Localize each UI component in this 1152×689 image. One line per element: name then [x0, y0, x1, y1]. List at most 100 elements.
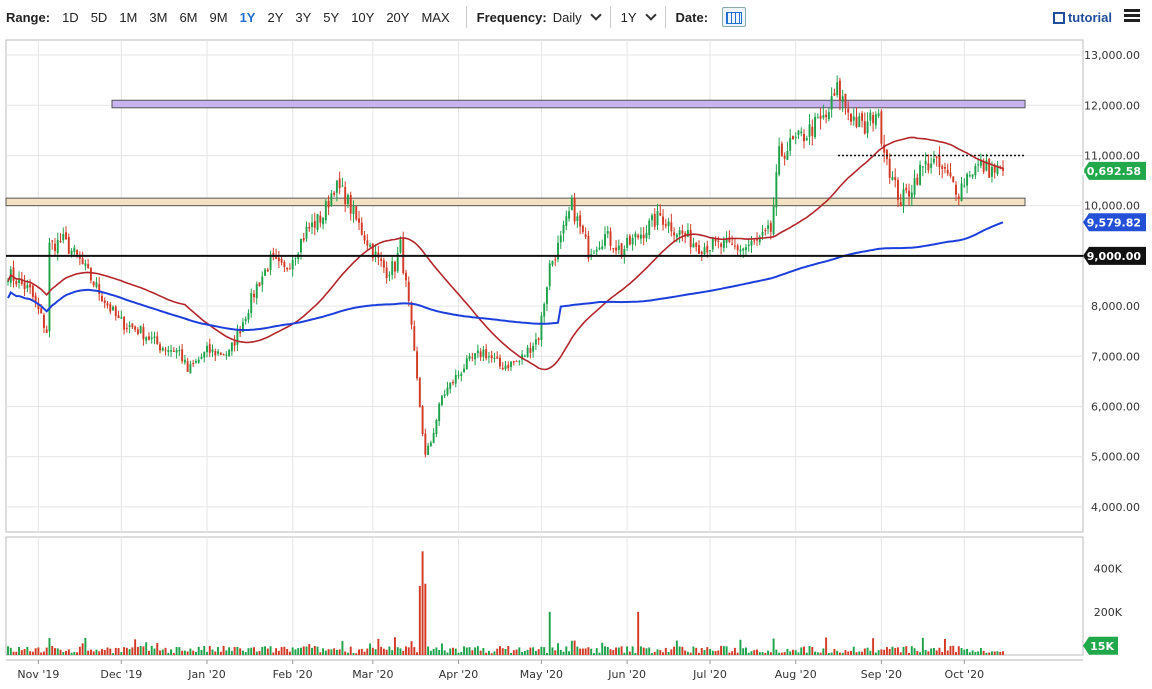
- candle-body: [159, 344, 161, 351]
- range-button-1d[interactable]: 1D: [62, 9, 79, 25]
- volume-bar: [598, 652, 601, 655]
- divider: [465, 6, 467, 28]
- candle-body: [388, 275, 391, 277]
- volume-bar: [714, 651, 717, 655]
- range-button-3y[interactable]: 3Y: [295, 9, 312, 25]
- volume-bar: [797, 652, 800, 655]
- candle-body: [894, 177, 897, 181]
- volume-bar: [728, 652, 731, 655]
- volume-bar: [407, 647, 410, 655]
- volume-bar: [457, 652, 460, 655]
- volume-bar: [255, 651, 258, 655]
- candle-body: [283, 261, 286, 267]
- volume-bar: [910, 646, 913, 655]
- volume-bar: [311, 647, 313, 655]
- range-button-20y[interactable]: 20Y: [386, 9, 410, 25]
- x-tick-label: Mar '20: [352, 668, 393, 681]
- volume-bar: [861, 651, 864, 655]
- volume-bar: [670, 649, 673, 655]
- volume-bar: [189, 648, 192, 655]
- candle-body: [908, 190, 910, 197]
- volume-bar: [131, 647, 134, 655]
- range-button-6m[interactable]: 6M: [179, 9, 198, 25]
- volume-bar: [264, 646, 267, 655]
- range-button-2y[interactable]: 2Y: [267, 9, 284, 25]
- range-button-9m[interactable]: 9M: [209, 9, 228, 25]
- volume-bar: [894, 648, 897, 655]
- candle-body: [744, 247, 747, 251]
- range-button-max[interactable]: MAX: [421, 9, 450, 25]
- volume-bar: [305, 646, 308, 655]
- volume-bar: [214, 651, 217, 655]
- volume-bar: [709, 649, 711, 655]
- range-button-3m[interactable]: 3M: [149, 9, 168, 25]
- volume-bar: [919, 652, 922, 655]
- volume-bar: [941, 651, 944, 655]
- volume-bar: [587, 647, 590, 655]
- frequency-select[interactable]: Daily: [553, 9, 602, 25]
- candle-body: [728, 237, 731, 242]
- candle-body: [709, 250, 711, 252]
- volume-bar: [789, 651, 792, 655]
- candle-body: [493, 358, 496, 360]
- candle-body: [87, 264, 90, 268]
- volume-bar: [617, 647, 620, 655]
- volume-bar: [26, 646, 29, 655]
- candle-body: [722, 240, 725, 248]
- volume-bar: [604, 646, 606, 655]
- candle-body: [101, 295, 103, 302]
- volume-bar: [899, 652, 902, 655]
- period-select[interactable]: 1Y: [621, 9, 657, 25]
- volume-bar: [250, 647, 253, 655]
- volume-bar: [225, 650, 228, 655]
- range-button-5d[interactable]: 5D: [90, 9, 108, 25]
- range-button-10y[interactable]: 10Y: [351, 9, 375, 25]
- candle-body: [963, 185, 966, 187]
- candle-body: [385, 267, 388, 279]
- candle-body: [40, 308, 43, 314]
- candle-body: [700, 251, 703, 254]
- candle-body: [736, 245, 739, 251]
- candle-body: [239, 330, 242, 334]
- volume-bar: [805, 652, 808, 655]
- candle-body: [308, 226, 311, 229]
- candle-body: [725, 238, 728, 243]
- candle-body: [521, 354, 524, 360]
- candle-body: [18, 278, 21, 284]
- volume-bar: [341, 641, 344, 655]
- calendar-icon[interactable]: [722, 7, 747, 27]
- candle-body: [714, 239, 717, 242]
- candle-body: [565, 216, 568, 227]
- volume-bar: [764, 652, 767, 655]
- candle-body: [261, 276, 264, 285]
- candle-body: [175, 350, 178, 353]
- candle-body: [921, 166, 924, 168]
- volume-bar: [261, 646, 264, 655]
- volume-bar: [485, 652, 488, 655]
- volume-bar: [628, 651, 631, 655]
- candle-body: [930, 163, 933, 168]
- volume-bar: [808, 646, 811, 655]
- candle-body: [863, 121, 866, 134]
- current-price-tag-box: [1083, 161, 1146, 180]
- candle-body: [604, 234, 606, 246]
- range-button-5y[interactable]: 5Y: [323, 9, 340, 25]
- tutorial-link[interactable]: tutorial: [1052, 10, 1112, 25]
- candle-body: [410, 302, 413, 325]
- volume-bar: [241, 650, 244, 655]
- candle-body: [153, 336, 156, 338]
- volume-bar: [120, 652, 123, 655]
- volume-bar: [37, 647, 40, 655]
- volume-bar: [778, 652, 781, 655]
- candle-body: [612, 248, 615, 250]
- range-button-1m[interactable]: 1M: [119, 9, 138, 25]
- hamburger-menu-icon[interactable]: [1124, 9, 1140, 23]
- volume-bar: [526, 649, 529, 655]
- range-button-1y[interactable]: 1Y: [239, 9, 256, 25]
- volume-bar: [888, 648, 891, 655]
- candle-body: [311, 222, 313, 228]
- volume-bar: [230, 650, 233, 655]
- volume-bar: [681, 646, 684, 655]
- x-tick-label: Feb '20: [273, 668, 313, 681]
